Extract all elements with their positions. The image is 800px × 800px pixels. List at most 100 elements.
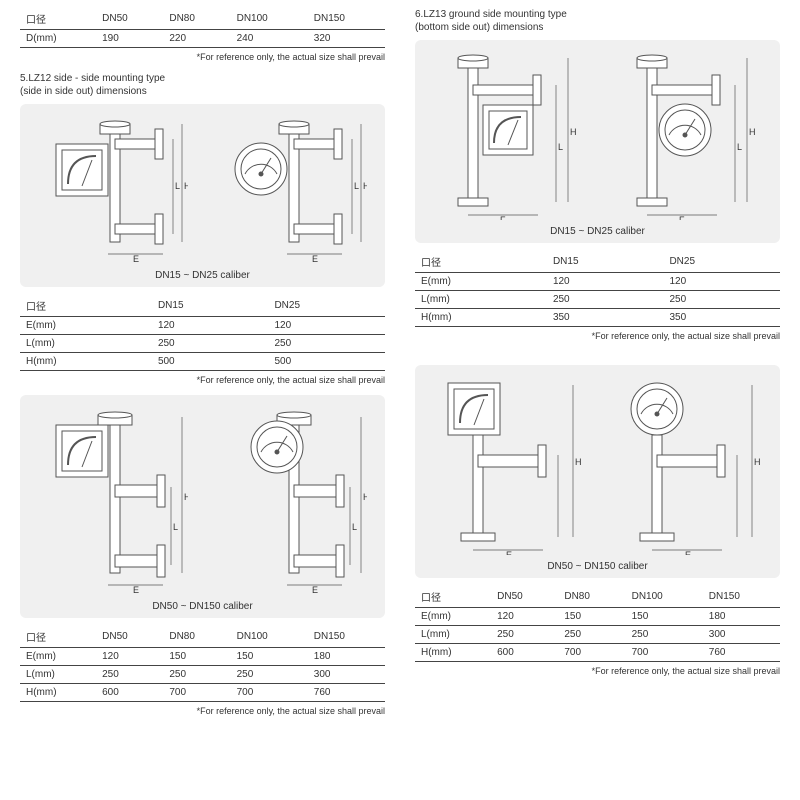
- table-cell: 760: [703, 644, 780, 662]
- table-cell: D(mm): [20, 30, 96, 48]
- section6-table-b: 口径DN50DN80DN100DN150 E(mm)120150150180L(…: [415, 586, 780, 662]
- table-header: 口径: [415, 251, 547, 273]
- svg-text:H: H: [184, 181, 188, 191]
- table-cell: 120: [152, 317, 269, 335]
- section5-caliber-a: DN15 ~ DN25 caliber: [155, 270, 250, 281]
- table-header: DN15: [547, 251, 664, 273]
- svg-text:H: H: [570, 127, 577, 137]
- table-cell: L(mm): [20, 666, 96, 684]
- table-header: DN50: [491, 586, 558, 608]
- top-table: 口径DN50DN80DN100DN150 D(mm)190220240320: [20, 8, 385, 48]
- table-cell: 700: [626, 644, 703, 662]
- table-row: H(mm)500500: [20, 353, 385, 371]
- table-cell: 180: [703, 608, 780, 626]
- lz13-round-gauge-diagram-large: H E: [607, 375, 767, 555]
- svg-text:L: L: [173, 522, 178, 532]
- section6-caliber-b: DN50 ~ DN150 caliber: [547, 561, 647, 572]
- table-cell: 250: [558, 626, 625, 644]
- table-header: DN25: [268, 295, 385, 317]
- svg-text:H: H: [363, 492, 367, 502]
- table-header: DN25: [663, 251, 780, 273]
- svg-text:E: E: [506, 550, 512, 555]
- svg-text:E: E: [312, 254, 318, 264]
- section5-caliber-b: DN50 ~ DN150 caliber: [152, 601, 252, 612]
- lz12-round-gauge-diagram: L H E: [217, 114, 367, 264]
- section5-diagram-b: L H E: [20, 395, 385, 618]
- table-cell: H(mm): [415, 644, 491, 662]
- table-row: H(mm)350350: [415, 309, 780, 327]
- table-header: 口径: [20, 8, 96, 30]
- table-row: D(mm)190220240320: [20, 30, 385, 48]
- table-cell: 600: [96, 684, 163, 702]
- section5-diagram-a: L H E: [20, 104, 385, 287]
- table-cell: 190: [96, 30, 163, 48]
- section6-caliber-a: DN15 ~ DN25 caliber: [550, 226, 645, 237]
- table-cell: 250: [96, 666, 163, 684]
- lz13-square-gauge-diagram-large: H E: [428, 375, 588, 555]
- table-cell: 250: [152, 335, 269, 353]
- table-cell: 760: [308, 684, 385, 702]
- table-cell: 300: [703, 626, 780, 644]
- svg-text:E: E: [133, 585, 139, 595]
- table-cell: 180: [308, 648, 385, 666]
- table-cell: 700: [163, 684, 230, 702]
- table-row: E(mm)120150150180: [20, 648, 385, 666]
- section5-title: 5.LZ12 side - side mounting type (side i…: [20, 72, 385, 98]
- table-header: DN50: [96, 8, 163, 30]
- table-header: 口径: [20, 295, 152, 317]
- table-header: 口径: [415, 586, 491, 608]
- table-header: DN80: [558, 586, 625, 608]
- table-cell: E(mm): [415, 273, 547, 291]
- section5-title-line2: (side in side out) dimensions: [20, 86, 147, 97]
- svg-text:L: L: [737, 142, 742, 152]
- table-cell: 250: [163, 666, 230, 684]
- svg-text:E: E: [312, 585, 318, 595]
- table-cell: 500: [152, 353, 269, 371]
- table-header: DN80: [163, 8, 230, 30]
- lz13-round-gauge-diagram: L H F: [607, 50, 767, 220]
- table-cell: L(mm): [20, 335, 152, 353]
- section6-title: 6.LZ13 ground side mounting type (bottom…: [415, 8, 780, 34]
- footnote: *For reference only, the actual size sha…: [20, 52, 385, 62]
- section6-diagram-a: L H F: [415, 40, 780, 243]
- section5-table-b: 口径DN50DN80DN100DN150 E(mm)120150150180L(…: [20, 626, 385, 702]
- section6-title-line1: 6.LZ13 ground side mounting type: [415, 9, 567, 20]
- right-column: 6.LZ13 ground side mounting type (bottom…: [415, 8, 780, 792]
- table-header: DN150: [308, 626, 385, 648]
- table-cell: 700: [231, 684, 308, 702]
- table-cell: E(mm): [415, 608, 491, 626]
- table-cell: 300: [308, 666, 385, 684]
- table-header: DN50: [96, 626, 163, 648]
- lz12-square-gauge-diagram: L H E: [38, 114, 188, 264]
- table-cell: L(mm): [415, 626, 491, 644]
- table-cell: 120: [268, 317, 385, 335]
- svg-text:F: F: [679, 215, 685, 220]
- svg-text:E: E: [685, 550, 691, 555]
- table-header: DN100: [231, 626, 308, 648]
- lz12-square-gauge-diagram-large: L H E: [38, 405, 188, 595]
- table-cell: 120: [547, 273, 664, 291]
- table-cell: 700: [558, 644, 625, 662]
- lz12-round-gauge-diagram-large: L H E: [217, 405, 367, 595]
- svg-text:H: H: [363, 181, 367, 191]
- section6-table-a: 口径DN15DN25 E(mm)120120L(mm)250250H(mm)35…: [415, 251, 780, 327]
- table-cell: 500: [268, 353, 385, 371]
- table-row: H(mm)600700700760: [20, 684, 385, 702]
- table-cell: 120: [491, 608, 558, 626]
- svg-text:H: H: [575, 457, 582, 467]
- table-cell: 250: [231, 666, 308, 684]
- section5-title-line1: 5.LZ12 side - side mounting type: [20, 73, 165, 84]
- left-column: 口径DN50DN80DN100DN150 D(mm)190220240320 *…: [20, 8, 385, 792]
- table-cell: 150: [558, 608, 625, 626]
- svg-text:H: H: [749, 127, 756, 137]
- table-row: E(mm)120120: [415, 273, 780, 291]
- table-cell: 600: [491, 644, 558, 662]
- table-header: DN100: [626, 586, 703, 608]
- table-header: DN100: [231, 8, 308, 30]
- section6-diagram-b: H E H E: [415, 365, 780, 578]
- footnote: *For reference only, the actual size sha…: [415, 331, 780, 341]
- table-cell: E(mm): [20, 648, 96, 666]
- table-cell: 250: [663, 291, 780, 309]
- svg-text:E: E: [133, 254, 139, 264]
- svg-text:H: H: [184, 492, 188, 502]
